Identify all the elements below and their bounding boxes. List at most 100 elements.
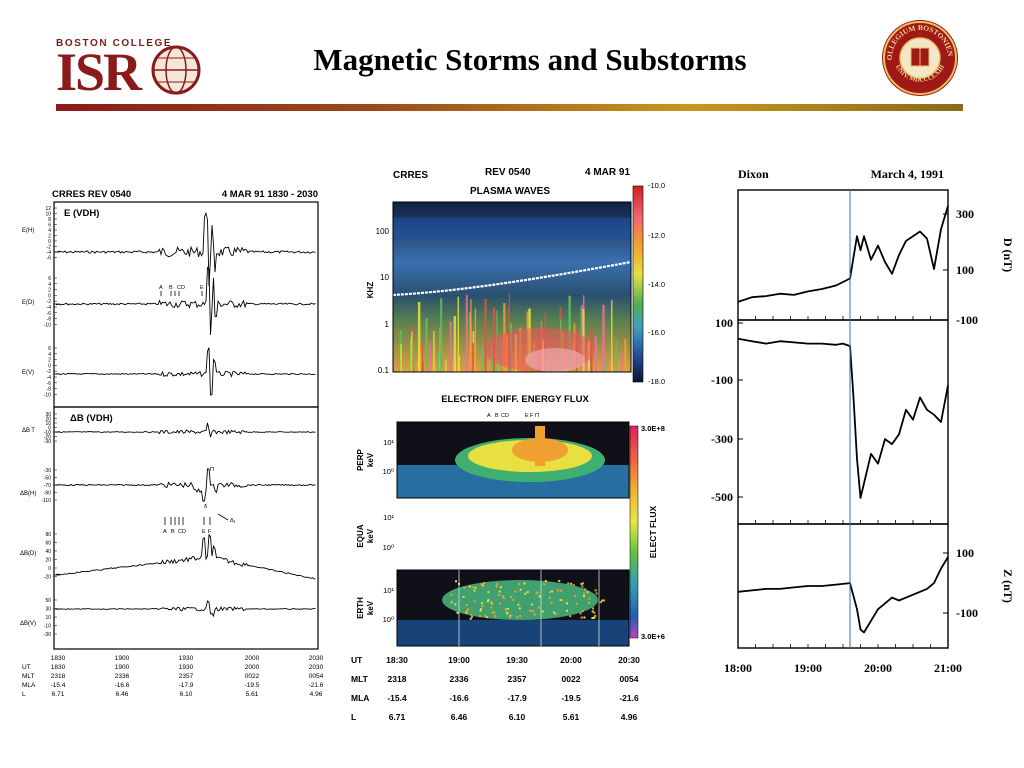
mid-row-value: 18:30 xyxy=(386,655,408,665)
e-ytick: 6 xyxy=(48,223,51,229)
row-value: 1900 xyxy=(115,664,130,671)
x-tick-1930: 1930 xyxy=(179,655,194,662)
mid-row-value: -16.6 xyxy=(449,693,469,703)
mid-row-value: 19:30 xyxy=(506,655,528,665)
row-value: 6.71 xyxy=(52,691,65,698)
e-ytick: 10 xyxy=(45,212,51,218)
b-ytick: 60 xyxy=(45,541,51,547)
m-event-b: B xyxy=(495,413,499,419)
row-value: 2357 xyxy=(179,673,194,680)
b-ytick: -10 xyxy=(44,430,51,436)
b-ytick: -20 xyxy=(44,435,51,441)
mid-row-value: 5.61 xyxy=(563,712,580,722)
m-event-f: F xyxy=(530,413,534,419)
e-ytick: -10 xyxy=(44,392,51,398)
bh-trace xyxy=(55,468,316,502)
chart1-date: 4 MAR 91 1830 - 2030 xyxy=(222,189,318,200)
e-ytick: 2 xyxy=(48,358,51,364)
e-ytick: 4 xyxy=(48,228,51,234)
mid-row-value: 2336 xyxy=(450,674,469,684)
label-ed: E(D) xyxy=(22,300,34,306)
b-ytick: 30 xyxy=(45,412,51,418)
x-tick: 21:00 xyxy=(934,661,962,675)
khz-tick-1: 1 xyxy=(385,320,390,329)
ytick-d: -100 xyxy=(956,313,978,327)
mid-row-value: -17.9 xyxy=(507,693,527,703)
panel-h xyxy=(737,319,949,525)
x-tick: 20:00 xyxy=(864,661,892,675)
row-value: -21.6 xyxy=(309,682,324,689)
seal-icon: COLLEGIUM BOSTONIENSE UNIV. MDCCCLXIII xyxy=(880,18,958,96)
logo-subtitle: BOSTON COLLEGE xyxy=(56,38,173,49)
crres-field-chart: CRRES REV 0540 4 MAR 91 1830 - 2030 E (V… xyxy=(18,180,328,715)
m-event-a: A xyxy=(487,413,491,419)
perp-tick-0: 10⁰ xyxy=(383,467,394,476)
b-ytick: 10 xyxy=(45,615,51,621)
e-ytick: 4 xyxy=(48,352,51,358)
e-ytick: 0 xyxy=(48,239,51,245)
equa-spectrogram xyxy=(397,504,629,564)
mid-row-label-mla: MLA xyxy=(351,693,369,703)
b-ytick: -20 xyxy=(44,575,51,581)
equa-label: EQUA xyxy=(356,524,365,547)
ytick-d: 300 xyxy=(956,207,974,221)
chart2-date: 4 MAR 91 xyxy=(585,167,630,178)
event-e-b: E xyxy=(202,529,206,535)
khz-axis-label: KHZ xyxy=(366,282,375,299)
row-value: -17.9 xyxy=(179,682,194,689)
eh-trace xyxy=(55,211,316,287)
equa-unit: keV xyxy=(366,528,375,543)
mid-row-label-l: L xyxy=(351,712,356,722)
ytick-h: 100 xyxy=(715,316,733,330)
station-name: Dixon xyxy=(738,167,769,181)
e-ytick: -6 xyxy=(47,256,52,262)
row-value: 2336 xyxy=(115,673,130,680)
ytick-d: 100 xyxy=(956,263,974,277)
globe-icon xyxy=(151,45,201,95)
m-event-cd: CD xyxy=(501,413,509,419)
b-ytick: 50 xyxy=(45,598,51,604)
annotation-delta: δ xyxy=(204,504,207,510)
e-ytick: 2 xyxy=(48,288,51,294)
page-title: Magnetic Storms and Substorms xyxy=(313,42,747,77)
mid-row-value: 0054 xyxy=(620,674,639,684)
chart2-rev: REV 0540 xyxy=(485,167,531,178)
trace-d xyxy=(737,205,949,303)
mid-row-value: -15.4 xyxy=(387,693,407,703)
row-value: 6.46 xyxy=(116,691,129,698)
ev-trace xyxy=(55,347,316,396)
logo: ISR xyxy=(56,42,142,102)
ytick-h: -100 xyxy=(711,373,733,387)
e-ytick: -2 xyxy=(47,245,52,251)
perp-unit: keV xyxy=(366,452,375,467)
label-bd: ΔB(D) xyxy=(20,551,36,557)
mid-row-label-ut: UT xyxy=(351,655,363,665)
e-ytick: 6 xyxy=(48,276,51,282)
b-ytick: 10 xyxy=(45,421,51,427)
row-value: 4.96 xyxy=(310,691,323,698)
b-ytick: 80 xyxy=(45,532,51,538)
panel-d xyxy=(737,189,949,321)
ytick-z: -100 xyxy=(956,606,978,620)
khz-tick-100: 100 xyxy=(376,227,390,236)
trace-h xyxy=(737,337,949,499)
ylabel-z: Z (nT) xyxy=(1001,569,1015,603)
row-label-mla: MLA xyxy=(22,682,36,689)
e-ytick: -8 xyxy=(47,317,52,323)
equa-tick-0: 10⁰ xyxy=(383,543,394,552)
event-a: A xyxy=(159,285,163,291)
e-ytick: 0 xyxy=(48,293,51,299)
mid-row-value: 2318 xyxy=(388,674,407,684)
chart2-title: CRRES xyxy=(393,170,428,181)
row-value: 6.10 xyxy=(180,691,193,698)
event-cd-b: CD xyxy=(178,529,186,535)
b-ytick: 40 xyxy=(45,549,51,555)
x-tick-1830: 1830 xyxy=(51,655,66,662)
row-label-mlt: MLT xyxy=(22,673,35,680)
crres-spectrogram-chart: CRRES REV 0540 4 MAR 91 PLASMA WAVES KHZ… xyxy=(351,167,665,722)
equa-tick-1: 10¹ xyxy=(383,513,394,522)
label-bv: ΔB(V) xyxy=(20,621,36,627)
b-ytick: 0 xyxy=(48,566,51,572)
plasma-colorbar xyxy=(632,185,644,383)
bt-trace xyxy=(55,422,316,438)
